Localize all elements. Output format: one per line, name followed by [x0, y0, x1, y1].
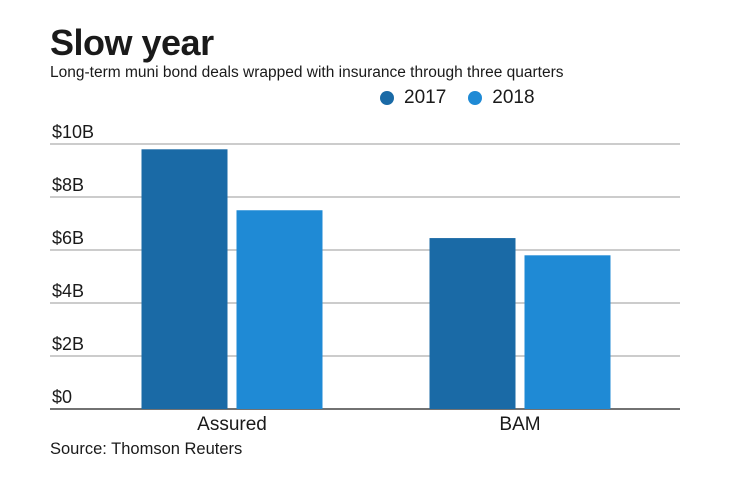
legend-label-2017: 2017 [404, 87, 447, 108]
legend-swatch-2018 [468, 91, 483, 105]
chart-title: Slow year [50, 22, 214, 63]
x-category-label: Assured [197, 414, 267, 435]
source-note: Source: Thomson Reuters [50, 440, 243, 458]
bar-assured-2017 [141, 149, 228, 410]
legend-label-2018: 2018 [492, 87, 535, 108]
y-tick-label: $6B [52, 228, 84, 248]
y-tick-label: $10B [52, 122, 94, 142]
y-tick-label: $0 [52, 387, 72, 407]
bar-assured-2018 [236, 210, 323, 409]
legend-item-2018: 2018 [468, 87, 535, 109]
legend: 2017 2018 [380, 87, 557, 109]
y-tick-label: $4B [52, 281, 84, 301]
x-category-label: BAM [499, 414, 540, 435]
y-tick-label: $8B [52, 175, 84, 195]
legend-swatch-2017 [380, 91, 394, 105]
bar-bam-2018 [524, 255, 611, 409]
chart-subtitle: Long-term muni bond deals wrapped with i… [50, 64, 564, 81]
bar-bam-2017 [429, 238, 516, 409]
y-tick-label: $2B [52, 334, 84, 354]
legend-item-2017: 2017 [380, 87, 446, 109]
